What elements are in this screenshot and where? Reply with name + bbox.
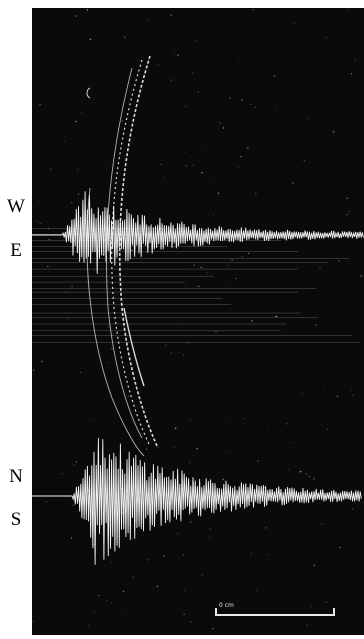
scale-bar-label: 0 cm: [219, 602, 234, 609]
label-south: S: [10, 509, 22, 530]
seismogram-photo: 0 cm: [31, 8, 364, 635]
ns-waveform: [32, 437, 362, 565]
label-west: W: [7, 196, 25, 217]
seismogram-image: 0 cm: [31, 8, 364, 635]
scale-bar: 0 cm: [215, 602, 335, 616]
ew-waveform: [32, 191, 364, 274]
label-east: E: [10, 240, 22, 261]
label-north: N: [9, 466, 23, 487]
film-noise: [31, 8, 363, 635]
top-mark: [86, 87, 91, 99]
